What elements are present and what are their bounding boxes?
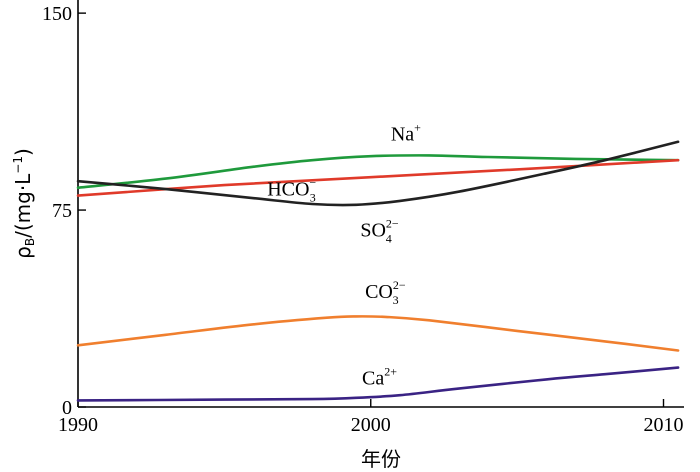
series-label-ca: Ca2+ bbox=[362, 365, 397, 390]
y-tick-label: 150 bbox=[42, 3, 72, 25]
x-tick-label: 1990 bbox=[58, 414, 98, 436]
ticks: 0 75 150 1990 2000 2010 bbox=[42, 3, 684, 436]
series-label-na: Na+ bbox=[391, 120, 421, 145]
series-label-so4: SO2− 4 bbox=[360, 216, 399, 245]
series-line-hco3 bbox=[76, 158, 680, 197]
series-label-hco3: HCO− 3 bbox=[267, 176, 316, 205]
series-lines bbox=[76, 140, 680, 402]
y-axis-title-main: ρ bbox=[11, 246, 35, 259]
y-axis-title-sub: B bbox=[23, 238, 37, 246]
series-line-ca bbox=[76, 366, 680, 402]
x-tick-label: 2010 bbox=[644, 414, 684, 436]
series-line-so4 bbox=[76, 140, 680, 207]
x-axis-title: 年份 bbox=[361, 447, 401, 471]
series-label-co3: CO2− 3 bbox=[365, 278, 406, 307]
y-tick-label: 75 bbox=[52, 200, 72, 222]
y-axis-title-sup: −1 bbox=[11, 156, 25, 174]
x-tick-label: 2000 bbox=[351, 414, 391, 436]
series-line-co3 bbox=[76, 315, 680, 352]
axes bbox=[77, 0, 684, 408]
y-axis-title-rest: /(mg·L bbox=[11, 173, 35, 238]
series-labels: Na+ HCO− 3 SO2− 4 CO2− 3 Ca2+ bbox=[267, 120, 421, 389]
y-axis-title: ρB/(mg·L−1) bbox=[11, 148, 37, 259]
y-tick-label: 0 bbox=[62, 397, 72, 419]
y-axis-title-close: ) bbox=[11, 148, 35, 156]
series-line-na bbox=[76, 154, 680, 189]
